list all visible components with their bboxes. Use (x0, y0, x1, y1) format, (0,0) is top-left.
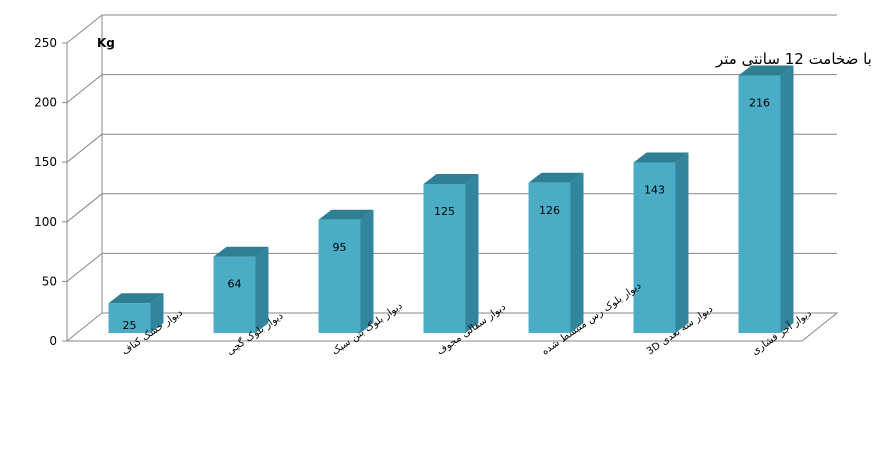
bar-top (633, 152, 689, 163)
bar-side (150, 293, 164, 333)
data-label: 126 (539, 204, 560, 217)
y-tick-label: 250 (34, 36, 57, 50)
data-label: 216 (749, 97, 770, 110)
y-tick-label: 0 (49, 334, 57, 348)
data-label: 143 (644, 184, 665, 197)
bar-top (318, 209, 374, 220)
y-tick-label: 150 (34, 155, 57, 169)
gridline-depth (66, 74, 103, 103)
data-label: 125 (434, 205, 455, 218)
gridline-depth (66, 253, 103, 282)
bar (528, 182, 571, 333)
bar-layer (108, 65, 794, 333)
data-label: 64 (228, 278, 242, 291)
chart-floor (65, 312, 839, 342)
y-tick-label: 50 (42, 274, 57, 288)
y-axis-unit-label: Kg (97, 36, 115, 50)
data-label: 95 (333, 241, 347, 254)
bar-top (528, 172, 584, 183)
gridline-depth (66, 133, 103, 163)
bar-top (423, 174, 479, 184)
gridline-depth (66, 193, 103, 223)
bar (423, 184, 466, 333)
bar (213, 256, 256, 333)
data-label: 25 (123, 319, 137, 332)
bar (318, 219, 361, 333)
bar (738, 75, 781, 333)
y-tick-label: 100 (34, 215, 57, 229)
bar-side (465, 174, 479, 333)
bar-top (738, 65, 794, 76)
bar-side (255, 246, 269, 333)
bar (108, 303, 151, 333)
chart-title: مقایسه وزن دیوارهای داخلی مختلف با ضخامت… (715, 50, 875, 68)
bar-side (360, 209, 374, 333)
axis-layer (62, 42, 68, 342)
bar-side (570, 172, 584, 333)
bar-top (108, 293, 164, 304)
bar-side (780, 65, 794, 333)
bar (633, 162, 676, 333)
gridline-depth (66, 14, 103, 44)
bar-top (213, 246, 269, 257)
y-tick-label: 200 (34, 96, 57, 110)
bar-side (675, 152, 689, 333)
